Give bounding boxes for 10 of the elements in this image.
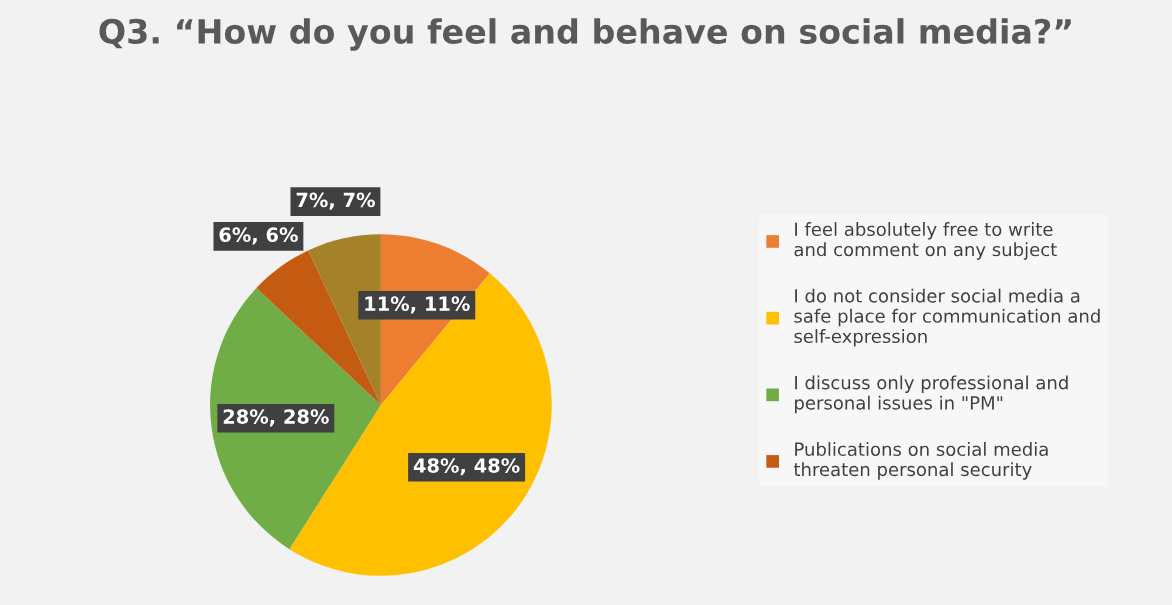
data-label: 7%, 7% [296, 192, 375, 210]
legend-label: I discuss only professional and personal issues in "PM" [795, 375, 1068, 414]
legend-label: Publications on social media threaten personal security [793, 442, 1048, 480]
chart-title: Q3. “How do you feel and behave on social media?” [99, 18, 1071, 51]
data-label: 11%, 11% [365, 296, 470, 314]
data-label: 48%, 48% [413, 458, 520, 476]
legend-label: I feel absolutely free to write and comment on any subject [794, 222, 1057, 260]
legend-label: I do not consider social media a safe place for communication and self-expression [794, 288, 1100, 347]
data-label: 28%, 28% [223, 409, 329, 427]
data-label: 6%, 6% [219, 227, 298, 245]
